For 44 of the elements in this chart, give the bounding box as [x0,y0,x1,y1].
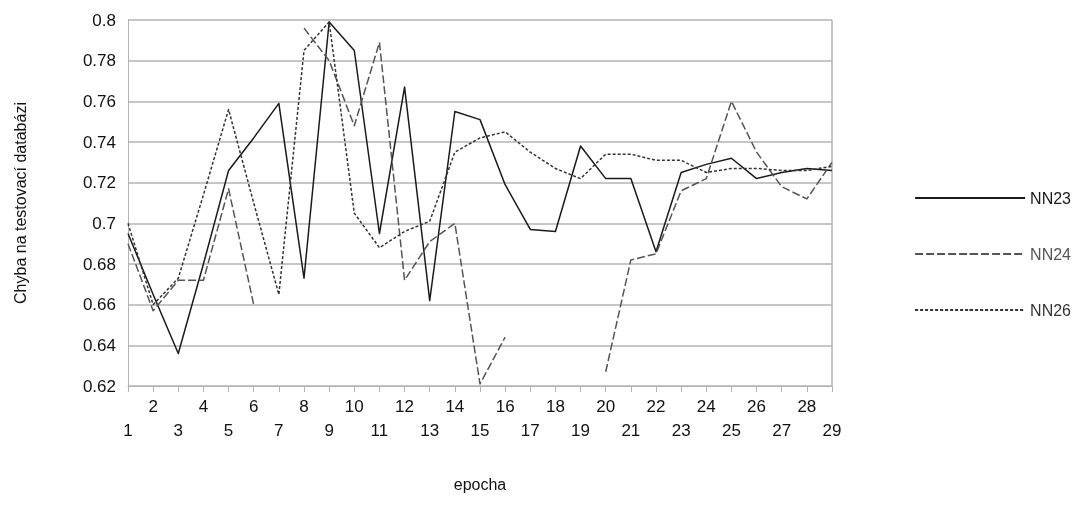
x-tick-label: 28 [797,396,817,416]
x-tick-label: 15 [470,420,490,440]
x-tick-label: 17 [520,420,540,440]
x-tick-label: 10 [344,396,364,416]
y-tick-label: 0.62 [82,376,116,396]
x-tick-label: 25 [721,420,741,440]
x-tick-label: 6 [248,396,259,416]
x-tick-label: 18 [545,396,565,416]
x-tick-label: 16 [495,396,515,416]
x-tick-label: 1 [123,420,133,440]
y-tick-label: 0.74 [82,132,116,152]
x-axis-title: epocha [453,475,507,493]
y-tick-label: 0.72 [82,173,116,193]
y-axis-title: Chyba na testovací databázi [11,102,29,304]
y-tick-label: 0.7 [92,213,116,233]
text: NN26 [1030,301,1072,319]
x-tick-label: 4 [198,396,209,416]
y-tick-label: 0.76 [82,91,116,111]
x-tick-label: 29 [822,420,842,440]
x-tick-label: 26 [747,396,767,416]
y-tick-label: 0.8 [92,10,116,30]
y-tick-label: 0.64 [82,335,116,355]
x-tick-label: 21 [621,420,641,440]
x-tick-label: 8 [299,396,309,416]
x-tick-label: 19 [571,420,591,440]
x-tick-label: 7 [274,420,284,440]
x-tick-label: 27 [772,420,792,440]
text: NN23 [1030,189,1072,207]
y-tick-label: 0.78 [82,51,116,71]
x-tick-label: 12 [395,396,415,416]
x-tick-label: 22 [646,396,666,416]
x-tick-label: 13 [420,420,440,440]
x-tick-label: 2 [148,396,158,416]
x-tick-label: 23 [671,420,691,440]
x-tick-label: 14 [445,396,465,416]
y-tick-label: 0.66 [82,295,116,315]
x-tick-label: 24 [696,396,716,416]
x-tick-label: 5 [223,420,234,440]
y-tick-label: 0.68 [82,254,116,274]
x-tick-label: 11 [370,420,389,440]
x-tick-label: 9 [324,420,334,440]
text: NN24 [1030,245,1072,263]
x-tick-label: 20 [596,396,616,416]
x-tick-label: 3 [173,420,184,440]
